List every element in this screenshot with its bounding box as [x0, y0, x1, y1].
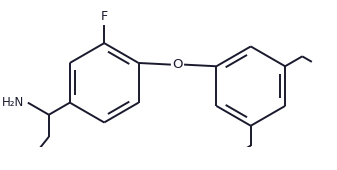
Text: F: F	[101, 10, 108, 23]
Text: O: O	[172, 58, 183, 71]
Text: H₂N: H₂N	[2, 96, 25, 109]
